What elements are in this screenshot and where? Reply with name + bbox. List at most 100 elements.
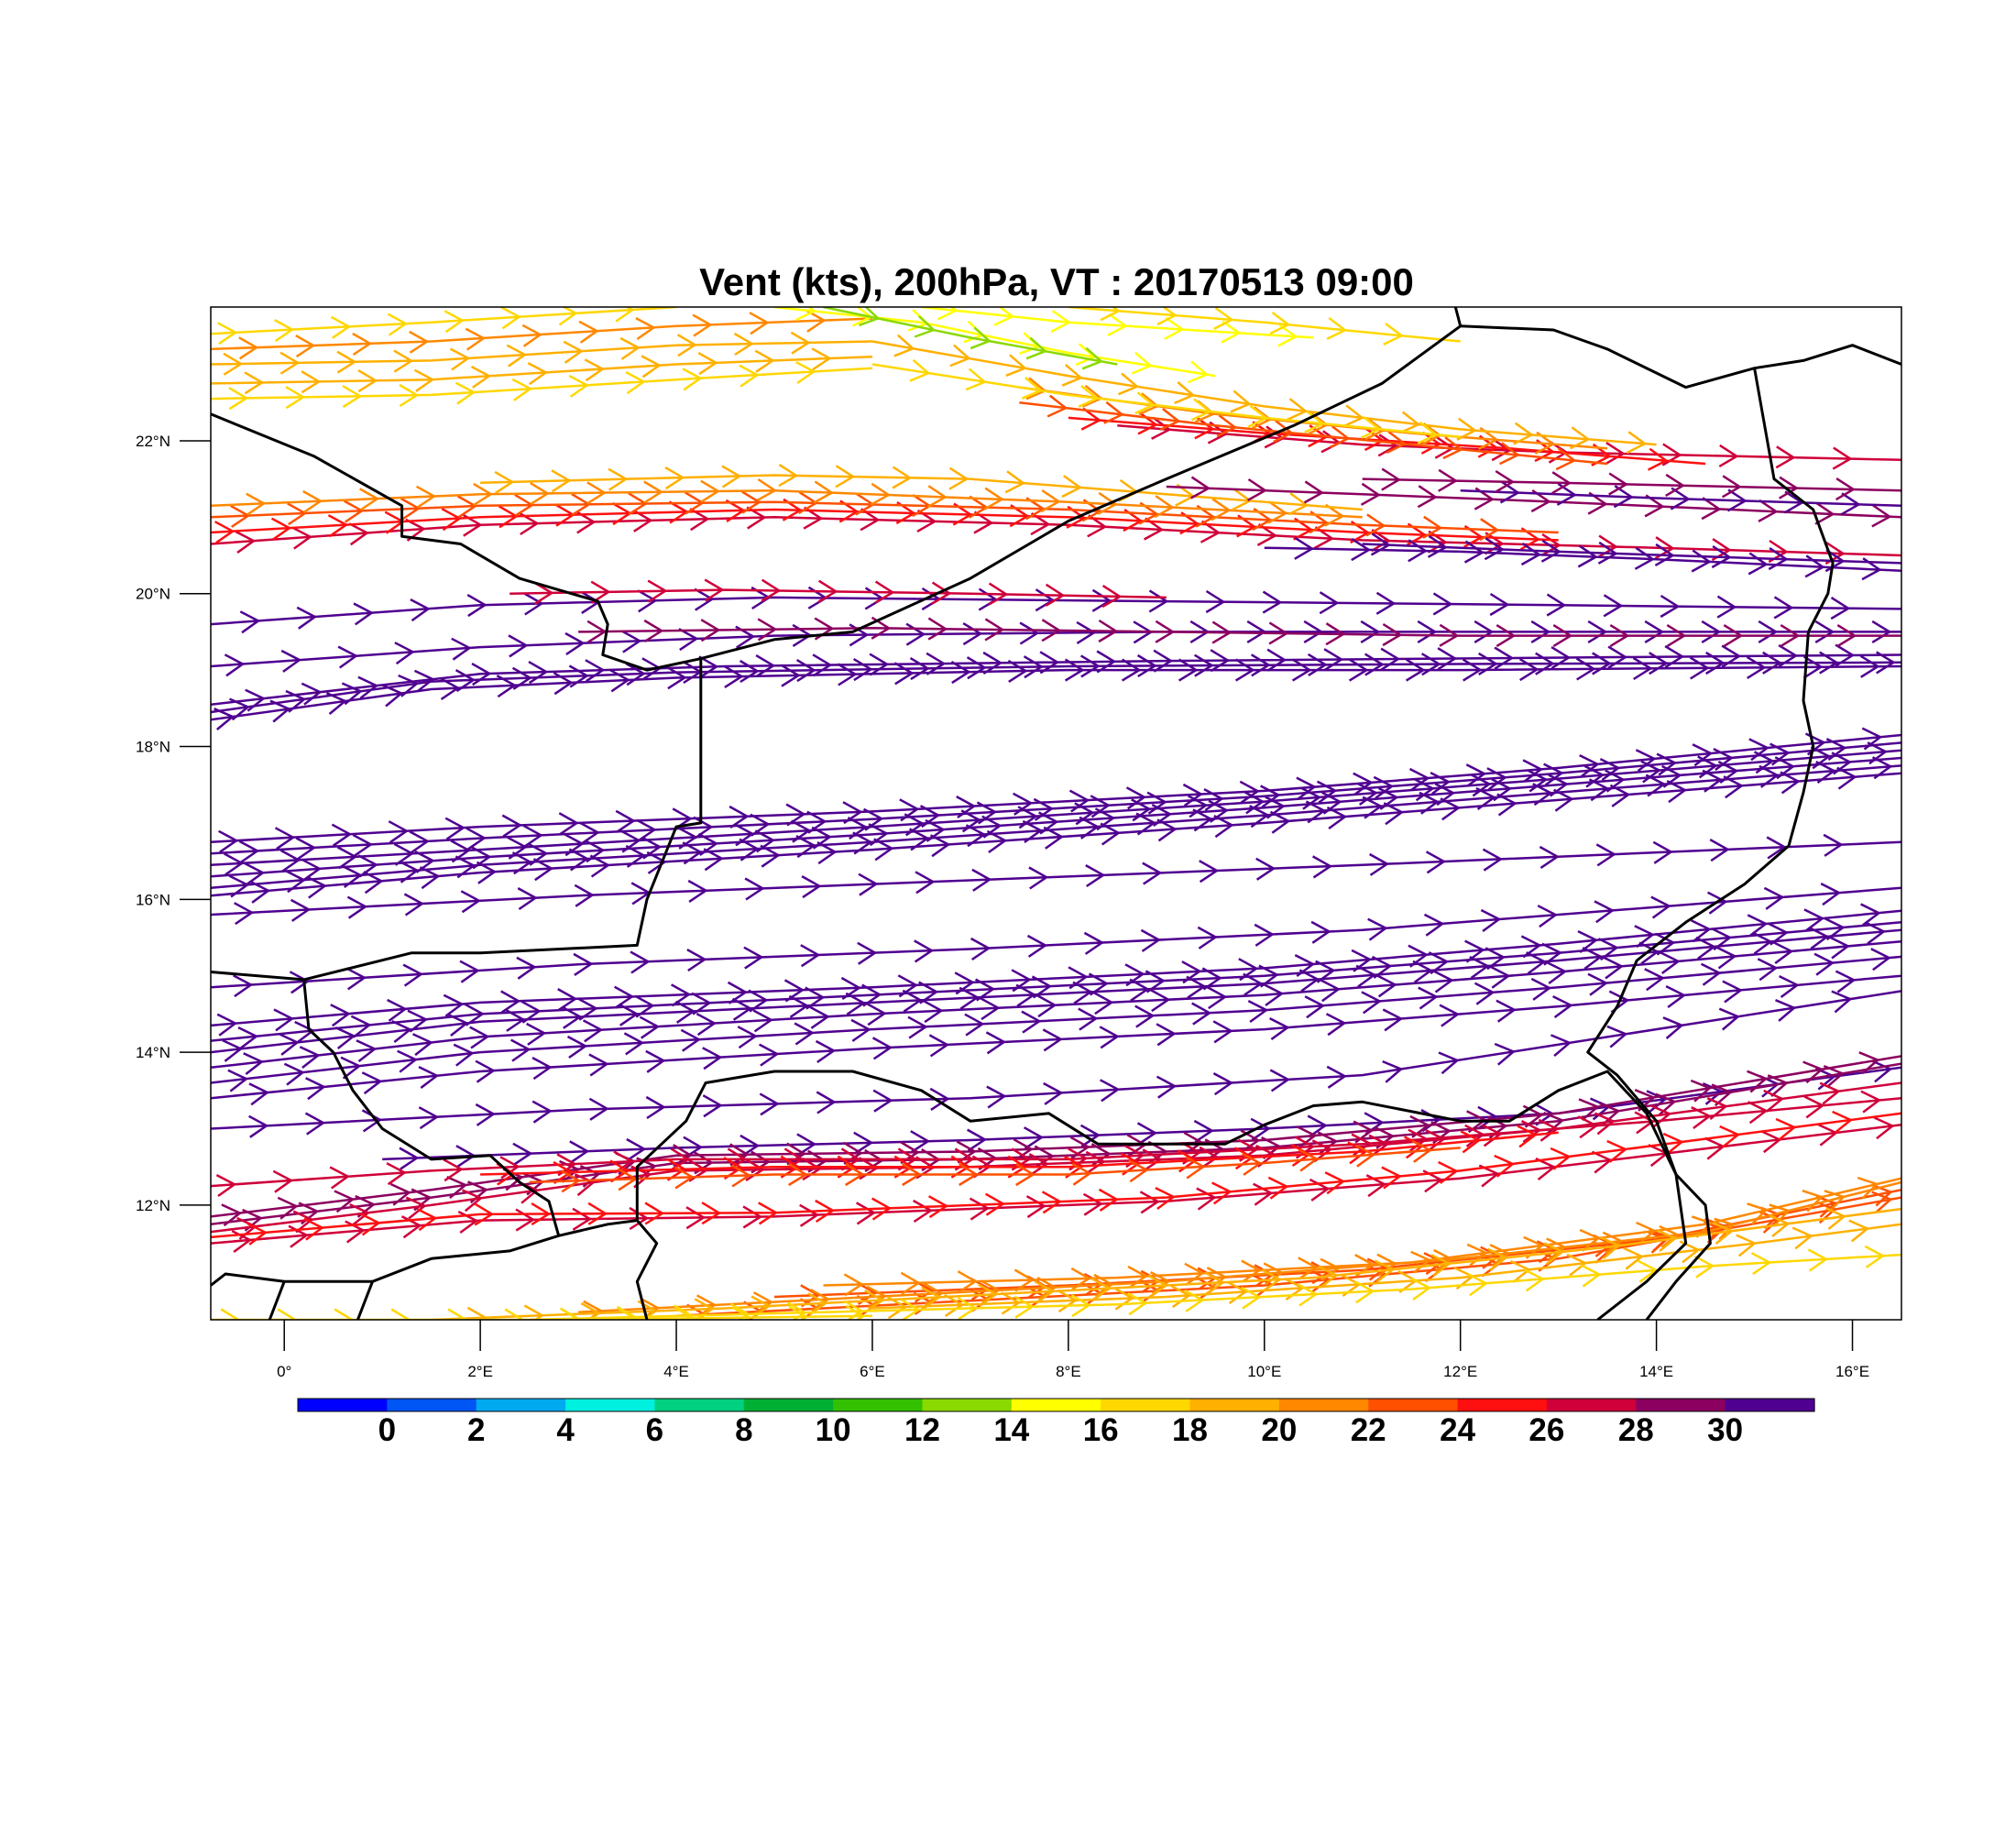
wind-arrow bbox=[802, 1158, 822, 1181]
wind-arrow bbox=[978, 1283, 999, 1307]
wind-arrow bbox=[405, 1196, 427, 1220]
colorbar-swatch bbox=[1189, 1399, 1280, 1411]
wind-arrow bbox=[1634, 1111, 1656, 1135]
wind-arrow bbox=[1418, 986, 1439, 1010]
wind-arrow bbox=[680, 1028, 702, 1052]
wind-arrow bbox=[361, 1071, 383, 1095]
wind-arrow bbox=[1373, 775, 1395, 799]
wind-arrow bbox=[1437, 647, 1458, 671]
wind-arrow bbox=[1408, 944, 1429, 968]
wind-arrow bbox=[696, 1294, 718, 1318]
wind-arrow bbox=[301, 682, 323, 706]
wind-arrow bbox=[512, 1142, 533, 1166]
wind-arrow bbox=[569, 1140, 590, 1164]
wind-arrow bbox=[697, 352, 718, 376]
country-border bbox=[211, 324, 1901, 672]
wind-arrow bbox=[980, 997, 1001, 1021]
colorbar-swatch bbox=[1457, 1399, 1548, 1411]
wind-arrow bbox=[295, 335, 316, 358]
wind-arrow bbox=[1835, 970, 1857, 993]
wind-arrow bbox=[1381, 1166, 1402, 1190]
wind-arrow bbox=[676, 334, 697, 357]
wind-arrow bbox=[1662, 1016, 1684, 1039]
wind-arrow bbox=[1517, 1125, 1539, 1148]
wind-arrow bbox=[1520, 1119, 1542, 1144]
streamline bbox=[211, 620, 1901, 677]
country-borders bbox=[211, 307, 1901, 1320]
wind-arrow bbox=[1578, 1098, 1600, 1122]
wind-arrow bbox=[1747, 1101, 1769, 1125]
wind-arrow bbox=[1691, 549, 1712, 573]
wind-arrow bbox=[966, 656, 987, 680]
streamline bbox=[1264, 536, 1901, 581]
wind-arrow bbox=[504, 1308, 525, 1320]
wind-arrow bbox=[1420, 431, 1442, 455]
streamline bbox=[871, 358, 1461, 445]
wind-arrow bbox=[721, 465, 742, 488]
wind-arrow bbox=[1634, 546, 1655, 570]
wind-arrow bbox=[1083, 931, 1105, 955]
wind-arrow bbox=[1427, 534, 1449, 558]
wind-arrow bbox=[1354, 1144, 1376, 1168]
wind-arrow bbox=[1151, 416, 1172, 440]
wind-arrow bbox=[1594, 900, 1615, 924]
wind-arrow bbox=[897, 974, 918, 998]
wind-arrow bbox=[759, 1043, 780, 1067]
wind-arrow bbox=[756, 477, 778, 501]
wind-arrow bbox=[1748, 738, 1769, 762]
wind-arrow bbox=[788, 1305, 809, 1320]
wind-arrow bbox=[331, 823, 353, 847]
wind-arrow bbox=[582, 1019, 604, 1043]
wind-arrow bbox=[1463, 540, 1485, 564]
wind-arrow bbox=[1204, 1271, 1226, 1295]
wind-arrow bbox=[1692, 743, 1714, 767]
wind-arrow bbox=[1870, 948, 1891, 971]
wind-arrow bbox=[1433, 1248, 1454, 1272]
wind-arrow bbox=[752, 1291, 774, 1315]
wind-arrow bbox=[609, 1159, 630, 1183]
wind-arrow bbox=[1494, 646, 1515, 670]
lat-tick-label: 12°N bbox=[136, 1197, 170, 1214]
wind-arrow bbox=[352, 332, 373, 357]
wind-arrow bbox=[1068, 789, 1090, 813]
wind-arrow bbox=[1139, 1191, 1160, 1214]
wind-arrow bbox=[909, 358, 931, 382]
colorbar-label: 10 bbox=[816, 1412, 851, 1448]
wind-arrow bbox=[227, 1069, 249, 1092]
wind-arrow bbox=[1763, 1089, 1785, 1113]
wind-arrow bbox=[928, 1034, 950, 1058]
wind-arrow bbox=[948, 466, 970, 490]
wind-arrow bbox=[1873, 1116, 1895, 1140]
wind-arrow bbox=[887, 1296, 908, 1320]
wind-arrow bbox=[1364, 653, 1385, 676]
streamline bbox=[211, 917, 1901, 1049]
wind-arrow bbox=[1127, 1292, 1148, 1316]
wind-arrow bbox=[1428, 951, 1450, 975]
lon-tick-label: 16°E bbox=[1835, 1363, 1869, 1380]
streamline bbox=[921, 307, 1314, 347]
wind-arrow bbox=[926, 485, 948, 509]
wind-arrow bbox=[1182, 783, 1204, 807]
wind-arrow bbox=[969, 1197, 991, 1221]
wind-arrow bbox=[1722, 980, 1743, 1004]
streamline bbox=[211, 1110, 1901, 1246]
wind-arrow bbox=[1460, 1130, 1482, 1154]
wind-arrow bbox=[1213, 307, 1234, 331]
wind-arrow bbox=[1422, 515, 1443, 539]
wind-arrow bbox=[1205, 589, 1226, 614]
wind-arrow bbox=[1291, 658, 1312, 682]
wind-arrow bbox=[1188, 360, 1210, 384]
wind-arrow bbox=[630, 950, 651, 974]
wind-arrow bbox=[700, 619, 721, 642]
streamline bbox=[1362, 532, 1901, 573]
wind-arrow bbox=[1606, 1139, 1628, 1163]
wind-arrow bbox=[1367, 917, 1388, 941]
wind-arrow bbox=[285, 386, 306, 410]
wind-arrow bbox=[639, 1015, 661, 1039]
wind-arrow bbox=[1326, 317, 1348, 341]
wind-arrow bbox=[1423, 1252, 1445, 1276]
wind-arrow bbox=[1467, 1273, 1489, 1297]
wind-arrow bbox=[678, 628, 699, 652]
wind-arrow bbox=[956, 796, 977, 819]
